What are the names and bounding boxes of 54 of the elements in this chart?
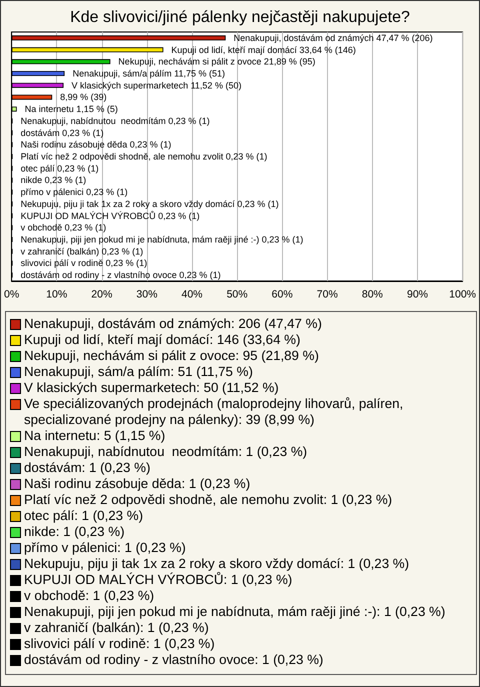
text: Nenakupuji, dostávám od známých: 206 (47,47 %)	[24, 316, 322, 332]
x-tick-label: 90%	[406, 288, 428, 300]
text: V klasických supermarketech: 50 (11,52 %)	[24, 380, 279, 396]
text: Nenakupuji, nabídnutou neodmítám: 1 (0,23 %)	[24, 444, 308, 460]
text: KUPUJI OD MALÝCH VÝROBCŮ: 1 (0,23 %)	[24, 572, 292, 588]
data-label: slivovici pálí v rodině 0,23 % (1)	[20, 258, 148, 268]
text: Nenakupuji, piji jen pokud mi je nabídnuta, mám raěji jiné :-): 1 (0,23 %)	[24, 604, 446, 620]
data-label: Nenakupuji, sám/a pálím 11,75 % (51)	[72, 68, 225, 78]
x-tick-label: 50%	[226, 288, 248, 300]
data-label: 8,99 % (39)	[60, 92, 107, 102]
x-tick-label: 70%	[316, 288, 338, 300]
x-tick-label: 20%	[91, 288, 112, 300]
data-label: Na internetu 1,15 % (5)	[24, 104, 118, 114]
x-tick-label: 100%	[449, 288, 476, 300]
data-label: nikde 0,23 % (1)	[20, 175, 86, 186]
x-tick-label: 60%	[272, 288, 293, 300]
data-label: přímo v pálenici 0,23 % (1)	[20, 187, 128, 198]
text: v obchodě: 1 (0,23 %)	[24, 588, 154, 604]
x-tick-label: 80%	[362, 288, 383, 300]
text: Naši rodinu zásobuje děda: 1 (0,23 %)	[24, 476, 250, 492]
data-label: dostávám 0,23 % (1)	[20, 128, 104, 138]
text: otec pálí: 1 (0,23 %)	[24, 508, 143, 524]
data-label: otec pálí 0,23 % (1)	[20, 163, 99, 174]
text: dostávám od rodiny - z vlastního ovoce: 1 (0,23 %)	[24, 652, 324, 668]
text: nikde: 1 (0,23 %)	[24, 524, 125, 540]
data-label: Kupuji od lidí, kteří mají domácí 33,64 % (146)	[171, 44, 356, 55]
data-label: Nekupuju, piju ji tak 1x za 2 roky a skoro vždy domácí 0,23 % (1)	[20, 198, 279, 209]
data-label: KUPUJI OD MALÝCH VÝROBCŮ 0,23 % (1)	[20, 210, 200, 221]
text: Nekupuju, piju ji tak 1x za 2 roky a skoro vždy domácí: 1 (0,23 %)	[24, 556, 410, 572]
data-label: Naši rodinu zásobuje děda 0,23 % (1)	[20, 140, 172, 150]
text: Ve speciálizovaných prodejnách (maloprodejny lihovarů, palíren, specializované prodejny na pálenky): 39 (8,99 %)	[24, 396, 404, 428]
text: Na internetu: 5 (1,15 %)	[24, 428, 166, 444]
text: přímo v pálenici: 1 (0,23 %)	[24, 540, 186, 556]
data-label: Nekupuji, nechávám si pálit z ovoce 21,89 % (95)	[118, 56, 316, 67]
data-label: Nenakupuji, piji jen pokud mi je nabídnuta, mám raěji jiné :-) 0,23 % (1)	[20, 234, 304, 244]
data-label: Nenakupuji, dostávám od známých 47,47 % (206)	[234, 32, 433, 43]
text: Nekupuji, nechávám si pálit z ovoce: 95 (21,89 %)	[24, 348, 319, 364]
data-label: v obchodě 0,23 % (1)	[20, 222, 106, 233]
data-label: V klasických supermarketech 11,52 % (50)	[72, 80, 242, 90]
text: Nenakupuji, sám/a pálím: 51 (11,75 %)	[24, 364, 253, 380]
data-label: Nenakupuji, nabídnutou neodmítám 0,23 % (1)	[20, 116, 210, 126]
text: slivovici pálí v rodině: 1 (0,23 %)	[24, 636, 215, 652]
x-tick-label: 40%	[181, 288, 202, 300]
data-label: v zahraničí (balkán) 0,23 % (1)	[20, 246, 144, 256]
x-tick-label: 30%	[136, 288, 158, 300]
data-label: Platí víc než 2 odpovědi shodně, ale nemohu zvolit 0,23 % (1)	[20, 152, 268, 162]
x-tick-label: 0%	[4, 288, 20, 300]
x-tick-label: 10%	[46, 288, 68, 300]
data-label: dostávám od rodiny - z vlastního ovoce 0,23 % (1)	[20, 270, 221, 280]
chart-title: Kde slivovici/jiné pálenky nejčastěji nakupujete?	[69, 9, 411, 27]
text: Kupuji od lidí, kteří mají domácí: 146 (33,64 %)	[24, 332, 300, 348]
text: Platí víc než 2 odpovědi shodně, ale nemohu zvolit: 1 (0,23 %)	[24, 492, 392, 508]
text: v zahraničí (balkán): 1 (0,23 %)	[24, 620, 209, 636]
text: dostávám: 1 (0,23 %)	[24, 460, 150, 476]
